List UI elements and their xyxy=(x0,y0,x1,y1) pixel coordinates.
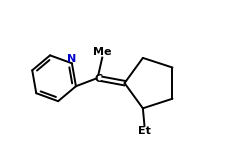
Text: N: N xyxy=(67,54,76,64)
Text: Et: Et xyxy=(138,126,151,136)
Text: Me: Me xyxy=(93,47,112,57)
Text: C: C xyxy=(94,74,102,84)
